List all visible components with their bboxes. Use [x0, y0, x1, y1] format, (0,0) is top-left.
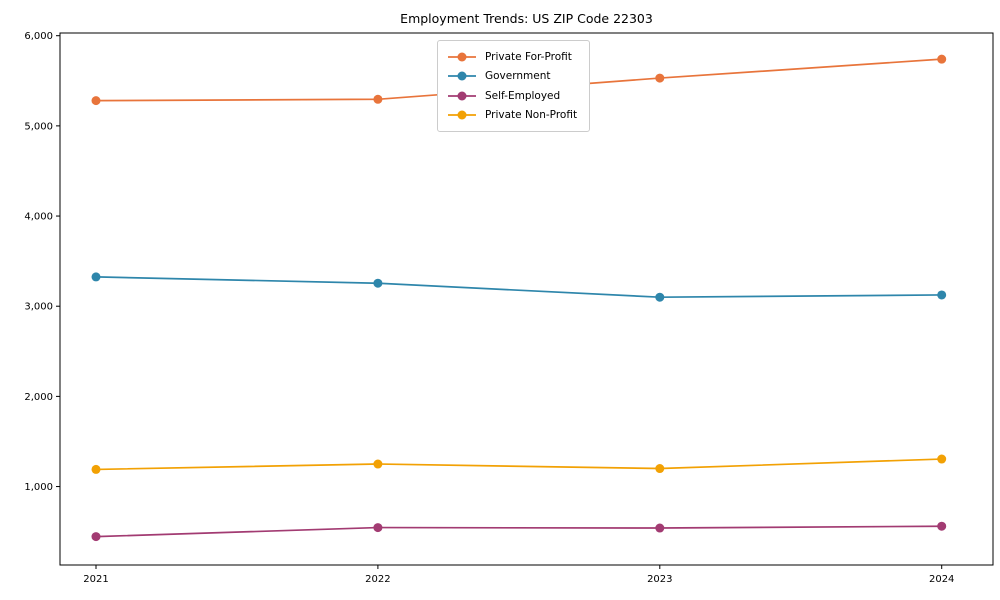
data-point [937, 521, 947, 531]
data-point [655, 73, 665, 83]
data-point [937, 454, 947, 464]
y-axis-tick-label: 1,000 [24, 482, 53, 493]
legend-label: Private Non-Profit [485, 109, 578, 122]
legend-marker-icon [448, 91, 476, 101]
data-point [91, 464, 101, 474]
x-axis-tick-label: 2024 [929, 574, 954, 585]
y-axis-tick-label: 5,000 [24, 121, 53, 132]
series-line-self-employed [95, 525, 942, 538]
legend-marker-icon [448, 110, 476, 120]
legend-marker-icon [448, 71, 476, 81]
legend-entry: Private Non-Profit [447, 106, 577, 126]
legend-entry: Self-Employed [447, 86, 577, 106]
data-point [91, 532, 101, 542]
legend-entry: Government [447, 67, 577, 87]
data-point [373, 278, 383, 288]
legend-label: Private For-Profit [485, 50, 572, 63]
axes-spines [59, 32, 994, 566]
legend-marker-icon [448, 52, 476, 62]
data-point [91, 96, 101, 106]
series-line-private-non-profit [95, 458, 942, 471]
data-point [655, 292, 665, 302]
series-line-government [95, 276, 942, 299]
data-point [937, 290, 947, 300]
data-point [373, 523, 383, 533]
x-axis-tick-label: 2022 [365, 574, 390, 585]
y-axis-tick-label: 4,000 [24, 212, 53, 223]
data-point [655, 464, 665, 474]
chart-title: Employment Trends: US ZIP Code 22303 [400, 11, 653, 26]
data-point [373, 94, 383, 104]
x-axis-tick-label: 2021 [83, 574, 108, 585]
legend: Private For-Profit Government Self-Employe… [437, 40, 591, 132]
y-axis-tick-label: 3,000 [24, 302, 53, 313]
legend-label: Self-Employed [485, 89, 561, 102]
x-axis-tick-label: 2023 [647, 574, 672, 585]
y-axis-tick-label: 2,000 [24, 392, 53, 403]
data-point [937, 54, 947, 64]
legend-entry: Private For-Profit [447, 47, 577, 67]
data-point [91, 272, 101, 282]
y-axis-tick-label: 6,000 [24, 31, 53, 42]
data-point [373, 459, 383, 469]
legend-label: Government [485, 70, 551, 83]
data-point [655, 523, 665, 533]
